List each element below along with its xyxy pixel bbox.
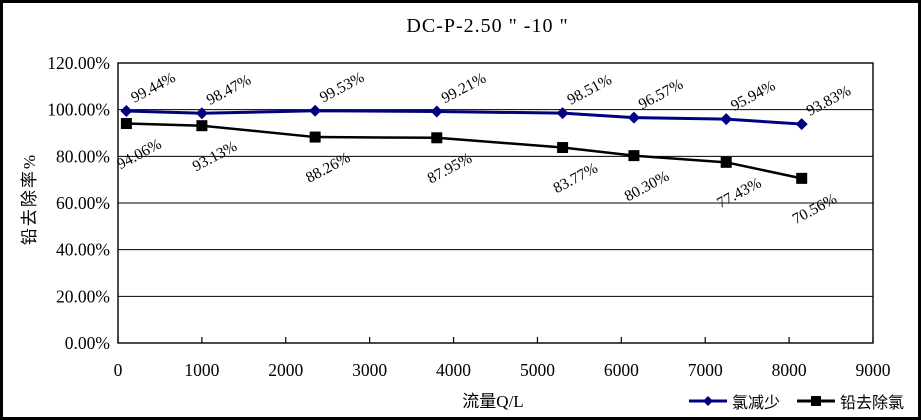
data-point-diamond xyxy=(556,107,569,120)
data-point-diamond xyxy=(627,111,640,124)
x-tick-label: 5000 xyxy=(520,360,555,380)
x-tick-label: 2000 xyxy=(268,360,303,380)
x-tick-label: 3000 xyxy=(352,360,387,380)
data-point-diamond xyxy=(120,104,133,117)
data-point-diamond xyxy=(430,105,443,118)
legend-item-lead-removal: 铅去除氯 xyxy=(796,389,904,413)
x-tick-label: 1000 xyxy=(184,360,219,380)
data-point-square xyxy=(557,142,569,154)
square-marker-icon xyxy=(810,396,821,406)
series-line-2 xyxy=(126,122,802,180)
data-point-square xyxy=(120,118,132,130)
data-point-square xyxy=(796,172,808,184)
x-axis-title: 流量Q/L xyxy=(462,392,524,411)
x-tick-label: 8000 xyxy=(772,360,807,380)
legend-label: 铅去除氯 xyxy=(839,395,904,412)
legend: 氯减少 铅去除氯 xyxy=(688,389,904,413)
series-line-1 xyxy=(126,109,802,126)
data-point-diamond xyxy=(309,104,322,117)
legend-item-chlorine-reduction: 氯减少 xyxy=(688,389,780,413)
chart-title: DC-P-2.50 " -10 " xyxy=(406,15,569,37)
plot-area: 120.00% 100.00% 80.00% 60.00% 40.00% 20.00% 0.… xyxy=(47,53,891,380)
y-tick-label: 80.00% xyxy=(56,146,110,166)
x-tick-label: 4000 xyxy=(436,360,471,380)
y-tick-label: 100.00% xyxy=(47,100,110,120)
y-tick-label: 120.00% xyxy=(47,53,110,73)
x-tick-label: 7000 xyxy=(688,360,723,380)
diamond-marker-icon xyxy=(688,396,727,406)
x-tick-label: 0 xyxy=(114,360,123,380)
data-point-square xyxy=(431,132,443,144)
data-point-square xyxy=(628,150,640,162)
data-point-diamond xyxy=(195,107,208,120)
diamond-marker-icon xyxy=(702,396,713,406)
y-tick-label: 40.00% xyxy=(56,240,110,260)
y-tick-label: 60.00% xyxy=(56,193,110,213)
y-tick-label: 0.00% xyxy=(65,333,110,353)
legend-label: 氯减少 xyxy=(731,395,780,412)
square-marker-icon xyxy=(796,396,835,406)
data-point-square xyxy=(309,131,321,143)
data-point-diamond xyxy=(795,118,808,131)
data-point-square xyxy=(196,120,208,132)
data-point-diamond xyxy=(720,113,733,126)
x-tick-label: 9000 xyxy=(856,360,891,380)
y-tick-label: 20.00% xyxy=(56,286,110,306)
x-tick-label: 6000 xyxy=(604,360,639,380)
data-point-square xyxy=(720,156,732,168)
